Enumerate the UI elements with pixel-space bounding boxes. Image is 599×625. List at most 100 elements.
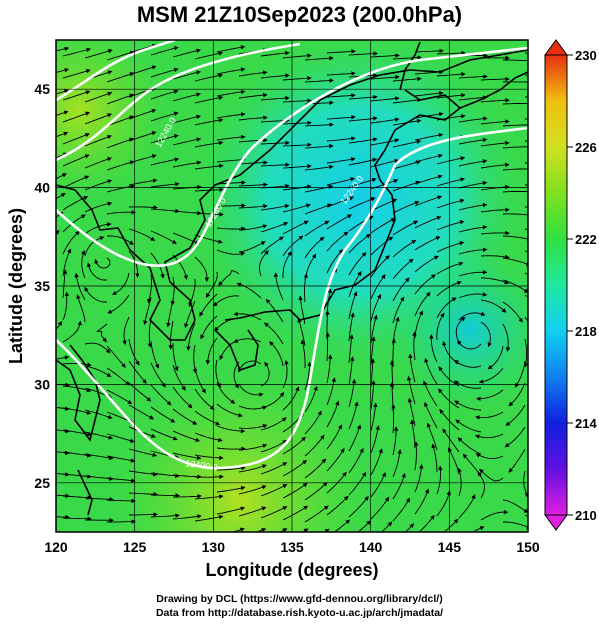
- streamline: [282, 459, 308, 477]
- streamline: [128, 382, 152, 402]
- streamline: [436, 220, 465, 231]
- streamline: [56, 211, 64, 218]
- y-axis-label: Latitude (degrees): [6, 208, 26, 364]
- y-tick-label: 35: [34, 278, 50, 294]
- streamline: [194, 163, 224, 170]
- streamline: [143, 296, 152, 326]
- streamline: [107, 30, 134, 38]
- streamline: [413, 441, 419, 471]
- streamline: [349, 32, 377, 34]
- streamline: [454, 359, 482, 368]
- streamline: [84, 409, 113, 420]
- streamline: [231, 527, 245, 532]
- x-axis-label: Longitude (degrees): [205, 560, 378, 580]
- streamline: [453, 380, 482, 389]
- streamline: [326, 354, 333, 384]
- streamline: [502, 189, 528, 194]
- streamline: [304, 505, 329, 523]
- streamline: [414, 488, 430, 515]
- streamline: [150, 428, 178, 441]
- streamline: [348, 116, 378, 122]
- streamline: [414, 291, 431, 317]
- streamline: [457, 467, 462, 497]
- streamline: [283, 33, 311, 36]
- streamline: [128, 448, 158, 457]
- streamline: [392, 449, 402, 478]
- streamline: [172, 386, 193, 409]
- streamline: [238, 203, 268, 209]
- streamline: [56, 89, 69, 95]
- x-tick-label: 130: [202, 539, 226, 555]
- coastline-china: [56, 344, 101, 442]
- streamline: [333, 519, 351, 532]
- streamline: [238, 360, 262, 373]
- streamline: [205, 271, 218, 298]
- streamline: [62, 495, 92, 500]
- streamline: [325, 332, 330, 362]
- streamline: [442, 428, 460, 453]
- streamline: [150, 362, 166, 388]
- streamline: [326, 196, 355, 208]
- streamline: [150, 111, 179, 122]
- streamline: [238, 182, 268, 187]
- streamline: [474, 433, 504, 439]
- streamline: [480, 140, 510, 147]
- streamline: [348, 495, 369, 518]
- streamline: [475, 453, 504, 460]
- streamline: [348, 137, 378, 144]
- streamline: [391, 404, 396, 434]
- streamline: [414, 236, 441, 251]
- streamline: [508, 382, 526, 407]
- streamline: [458, 225, 488, 233]
- streamline: [502, 101, 528, 106]
- streamline: [418, 514, 435, 532]
- streamline: [458, 311, 486, 321]
- streamline: [172, 408, 198, 425]
- streamline: [458, 292, 488, 299]
- streamline: [481, 36, 509, 37]
- streamline: [129, 535, 157, 537]
- streamline: [487, 345, 504, 370]
- streamline: [304, 410, 322, 435]
- streamline: [260, 95, 290, 101]
- streamline: [458, 494, 476, 519]
- streamline: [480, 509, 509, 521]
- streamline: [326, 136, 356, 142]
- colorbar-gradient: [544, 54, 568, 516]
- streamline: [370, 402, 378, 432]
- streamline: [514, 360, 526, 388]
- streamline: [106, 433, 135, 443]
- streamline: [62, 90, 91, 101]
- streamline: [238, 464, 267, 473]
- streamline: [194, 256, 210, 282]
- streamline: [414, 215, 442, 229]
- streamline: [213, 295, 240, 307]
- streamline: [194, 234, 223, 244]
- streamline: [173, 28, 200, 35]
- streamline: [74, 272, 86, 301]
- streamline: [502, 499, 528, 513]
- colorbar-tick-label: 222: [575, 232, 597, 247]
- streamline: [84, 236, 105, 257]
- streamline: [147, 318, 152, 348]
- streamline: [260, 203, 290, 211]
- streamline: [326, 495, 349, 516]
- streamline: [238, 115, 268, 121]
- streamline: [238, 506, 267, 517]
- streamline: [217, 25, 245, 31]
- streamline: [392, 240, 417, 258]
- streamline: [282, 359, 289, 389]
- streamline: [166, 298, 174, 328]
- streamline: [260, 361, 270, 387]
- streamline: [56, 450, 70, 456]
- streamline: [84, 157, 112, 169]
- streamline: [326, 71, 356, 76]
- streamline: [150, 384, 172, 406]
- streamline: [282, 220, 309, 235]
- streamline: [348, 94, 378, 100]
- streamline: [304, 122, 334, 127]
- streamline: [348, 51, 378, 56]
- streamline: [480, 119, 510, 125]
- streamline: [96, 323, 108, 343]
